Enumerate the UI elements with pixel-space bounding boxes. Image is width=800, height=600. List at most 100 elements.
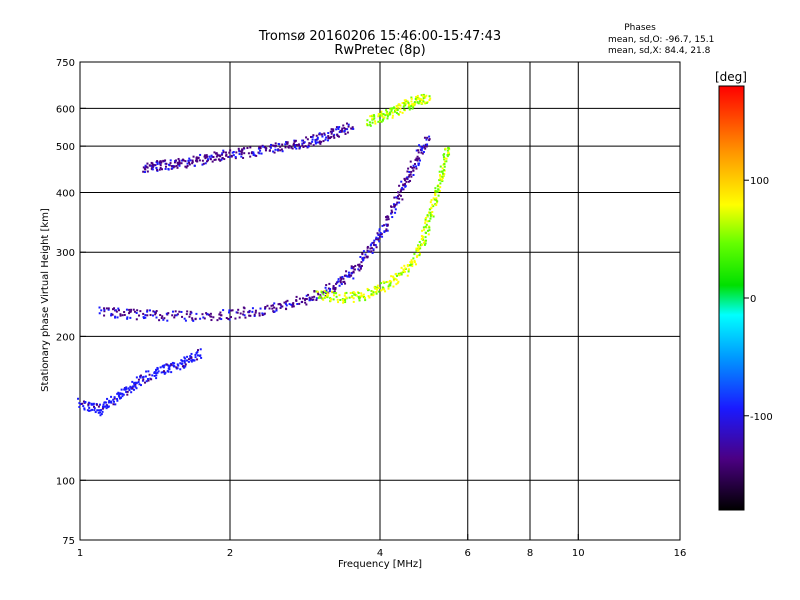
echo-point: [111, 313, 114, 316]
echo-point: [421, 152, 424, 155]
echo-point: [441, 167, 444, 170]
echo-point: [378, 228, 381, 231]
echo-point: [391, 107, 394, 110]
echo-point: [325, 284, 328, 287]
echo-point: [316, 141, 319, 144]
echo-point: [358, 299, 361, 302]
echo-point: [301, 139, 304, 142]
echo-point: [156, 371, 159, 374]
echo-point: [422, 93, 425, 96]
echo-point: [159, 166, 162, 169]
echo-point: [426, 229, 429, 232]
echo-point: [131, 387, 134, 390]
echo-point: [377, 120, 380, 123]
echo-point: [311, 299, 314, 302]
echo-point: [186, 310, 189, 313]
echo-point: [270, 143, 273, 146]
echo-point: [439, 174, 442, 177]
echo-point: [375, 238, 378, 241]
echo-point: [295, 295, 298, 298]
echo-point: [129, 385, 132, 388]
echo-point: [123, 388, 126, 391]
echo-point: [146, 170, 149, 173]
echo-point: [225, 151, 228, 154]
echo-point: [155, 377, 158, 380]
echo-point: [219, 311, 222, 314]
echo-point: [305, 294, 308, 297]
echo-point: [139, 384, 142, 387]
echo-point: [174, 310, 177, 313]
echo-point: [339, 298, 342, 301]
x-tick-label: 10: [572, 548, 585, 559]
echo-point: [376, 288, 379, 291]
echo-point: [399, 110, 402, 113]
echo-point: [322, 293, 325, 296]
echo-point: [306, 138, 309, 141]
echo-point: [281, 150, 284, 153]
echo-point: [437, 194, 440, 197]
echo-point: [319, 142, 322, 145]
echo-point: [390, 275, 393, 278]
echo-point: [137, 381, 140, 384]
echo-point: [337, 280, 340, 283]
echo-point: [329, 299, 332, 302]
echo-point: [88, 409, 91, 412]
echo-point: [397, 280, 400, 283]
echo-point: [418, 246, 421, 249]
echo-point: [400, 271, 403, 274]
echo-point: [429, 213, 432, 216]
echo-point: [371, 290, 374, 293]
echo-point: [266, 304, 269, 307]
echo-point: [379, 232, 382, 235]
echo-point: [132, 308, 135, 311]
echo-point: [371, 121, 374, 124]
echo-point: [111, 308, 114, 311]
echo-point: [191, 359, 194, 362]
echo-point: [423, 240, 426, 243]
echo-point: [408, 170, 411, 173]
echo-point: [159, 164, 162, 167]
chart-title: Tromsø 20160206 15:46:00-15:47:43: [258, 29, 501, 44]
echo-point: [150, 161, 153, 164]
echo-point: [392, 275, 395, 278]
echo-point: [415, 149, 418, 152]
echo-point: [84, 401, 87, 404]
echo-point: [188, 161, 191, 164]
echo-point: [347, 123, 350, 126]
echo-point: [292, 302, 295, 305]
echo-point: [395, 203, 398, 206]
echo-point: [162, 366, 165, 369]
echo-point: [434, 193, 437, 196]
echo-point: [398, 274, 401, 277]
echo-point: [172, 365, 175, 368]
echo-point: [397, 191, 400, 194]
echo-point: [413, 101, 416, 104]
echo-point: [395, 278, 398, 281]
echo-point: [219, 159, 222, 162]
echo-point: [315, 290, 318, 293]
echo-point: [394, 110, 397, 113]
echo-point: [415, 247, 418, 250]
echo-point: [117, 309, 120, 312]
echo-point: [271, 144, 274, 147]
echo-point: [324, 296, 327, 299]
echo-point: [424, 225, 427, 228]
chart-subtitle: RwPretec (8p): [334, 43, 425, 58]
echo-point: [441, 172, 444, 175]
echo-point: [148, 373, 151, 376]
echo-point: [284, 307, 287, 310]
echo-point: [350, 274, 353, 277]
echo-point: [369, 247, 372, 250]
echo-point: [113, 307, 116, 310]
echo-point: [273, 302, 276, 305]
echo-point: [298, 302, 301, 305]
echo-point: [411, 104, 414, 107]
echo-point: [135, 318, 138, 321]
echo-point: [173, 161, 176, 164]
echo-point: [253, 313, 256, 316]
echo-point: [338, 135, 341, 138]
echo-point: [394, 277, 397, 280]
echo-point: [370, 243, 373, 246]
echo-point: [428, 135, 431, 138]
x-tick-label: 6: [465, 548, 471, 559]
